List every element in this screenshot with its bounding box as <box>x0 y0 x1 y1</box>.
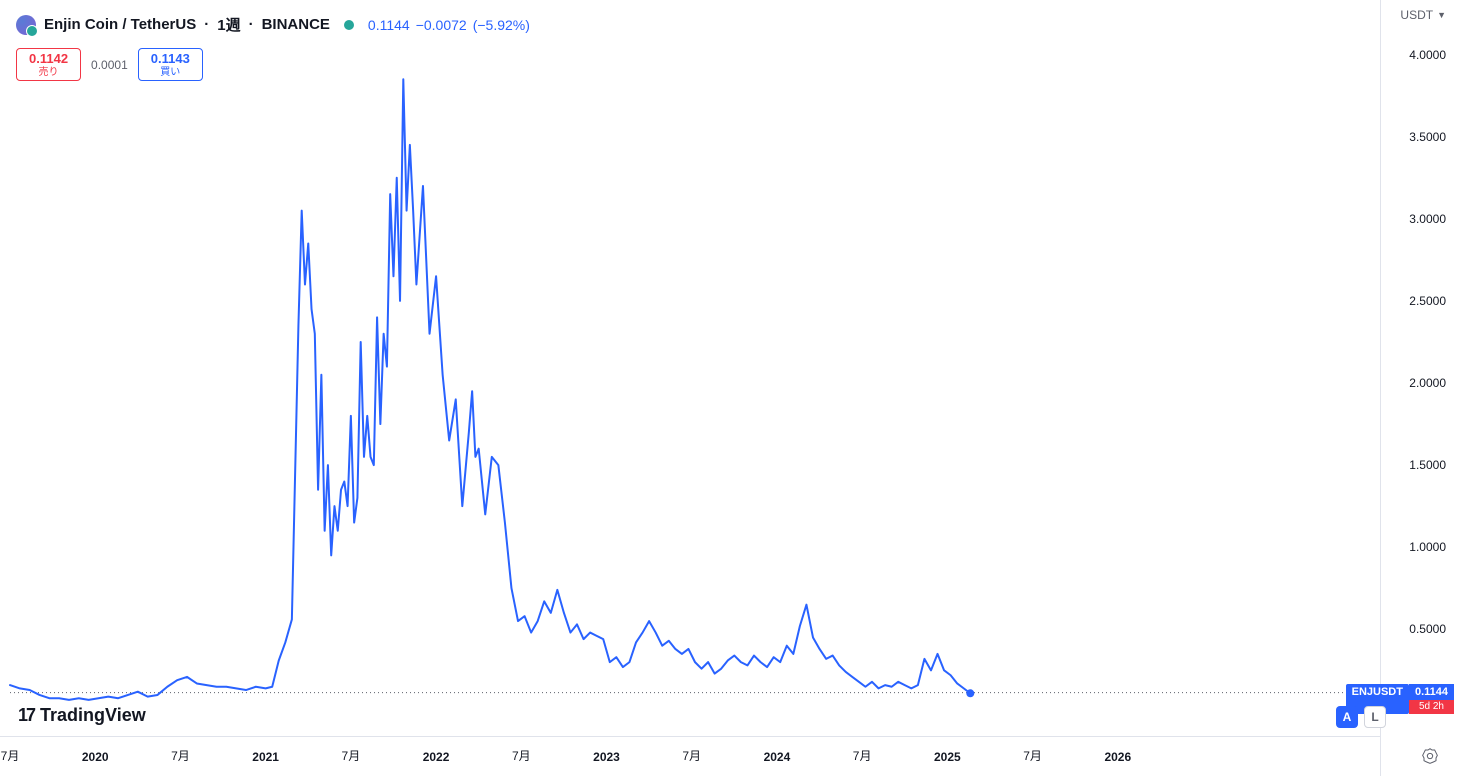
buy-button[interactable]: 0.1143 買い <box>138 48 203 81</box>
bid-ask-row: 0.1142 売り 0.0001 0.1143 買い <box>16 48 203 81</box>
y-axis-tick: 4.0000 <box>1409 48 1446 62</box>
sell-price: 0.1142 <box>29 52 68 67</box>
price-tag-countdown: 5d 2h <box>1409 700 1454 714</box>
x-axis-tick: 2026 <box>1104 750 1131 764</box>
y-axis-tick: 3.5000 <box>1409 130 1446 144</box>
tradingview-text: TradingView <box>40 705 146 726</box>
y-axis-tick: 0.5000 <box>1409 622 1446 636</box>
x-axis-tick: 7月 <box>512 747 531 764</box>
x-axis-tick: 7月 <box>1 747 20 764</box>
y-axis-divider <box>1380 0 1381 776</box>
interval-label[interactable]: 1週 <box>217 14 240 35</box>
chart-header: Enjin Coin / TetherUS · 1週 · BINANCE 0.1… <box>16 14 530 35</box>
x-axis-tick: 2024 <box>764 750 791 764</box>
separator: · <box>204 16 209 33</box>
change-pct: (−5.92%) <box>473 17 530 33</box>
pair-title[interactable]: Enjin Coin / TetherUS <box>44 16 196 33</box>
tradingview-logo[interactable]: 17 TradingView <box>18 705 146 726</box>
chevron-down-icon: ▼ <box>1437 10 1446 20</box>
x-axis-tick: 2025 <box>934 750 961 764</box>
x-axis-tick: 7月 <box>1023 747 1042 764</box>
x-axis-tick: 7月 <box>682 747 701 764</box>
sell-button[interactable]: 0.1142 売り <box>16 48 81 81</box>
y-axis-tick: 2.0000 <box>1409 376 1446 390</box>
tradingview-mark-icon: 17 <box>18 705 34 726</box>
separator: · <box>249 16 254 33</box>
currency-code: USDT <box>1400 8 1433 22</box>
x-axis-tick: 2022 <box>423 750 450 764</box>
change-abs: −0.0072 <box>416 17 467 33</box>
x-axis-tick: 2020 <box>82 750 109 764</box>
quote-line: 0.1144 −0.0072 (−5.92%) <box>368 17 530 33</box>
currency-selector[interactable]: USDT ▼ <box>1400 8 1446 22</box>
x-axis-tick: 7月 <box>853 747 872 764</box>
x-axis-tick: 7月 <box>171 747 190 764</box>
buy-price: 0.1143 <box>151 52 190 67</box>
price-chart[interactable] <box>0 0 1458 776</box>
price-tag-value: 0.1144 <box>1409 684 1454 701</box>
chart-container: USDT ▼ Enjin Coin / TetherUS · 1週 · BINA… <box>0 0 1458 776</box>
y-axis-tick: 1.0000 <box>1409 540 1446 554</box>
x-axis-tick: 7月 <box>342 747 361 764</box>
sell-label: 売り <box>29 67 68 79</box>
x-axis-divider <box>0 736 1380 737</box>
last-price: 0.1144 <box>368 17 410 33</box>
y-axis-tick: 2.5000 <box>1409 294 1446 308</box>
y-axis-tick: 1.5000 <box>1409 458 1446 472</box>
auto-scale-button[interactable]: A <box>1336 706 1358 728</box>
log-scale-button[interactable]: L <box>1364 706 1386 728</box>
exchange-label[interactable]: BINANCE <box>262 16 330 33</box>
settings-icon[interactable] <box>1422 748 1438 764</box>
market-status-icon <box>344 20 354 30</box>
spread-value: 0.0001 <box>91 58 128 72</box>
x-axis-tick: 2021 <box>252 750 279 764</box>
buy-label: 買い <box>151 67 190 79</box>
pair-icon <box>16 15 36 35</box>
x-axis-tick: 2023 <box>593 750 620 764</box>
scale-badges: A L <box>1336 706 1386 728</box>
y-axis-tick: 3.0000 <box>1409 212 1446 226</box>
